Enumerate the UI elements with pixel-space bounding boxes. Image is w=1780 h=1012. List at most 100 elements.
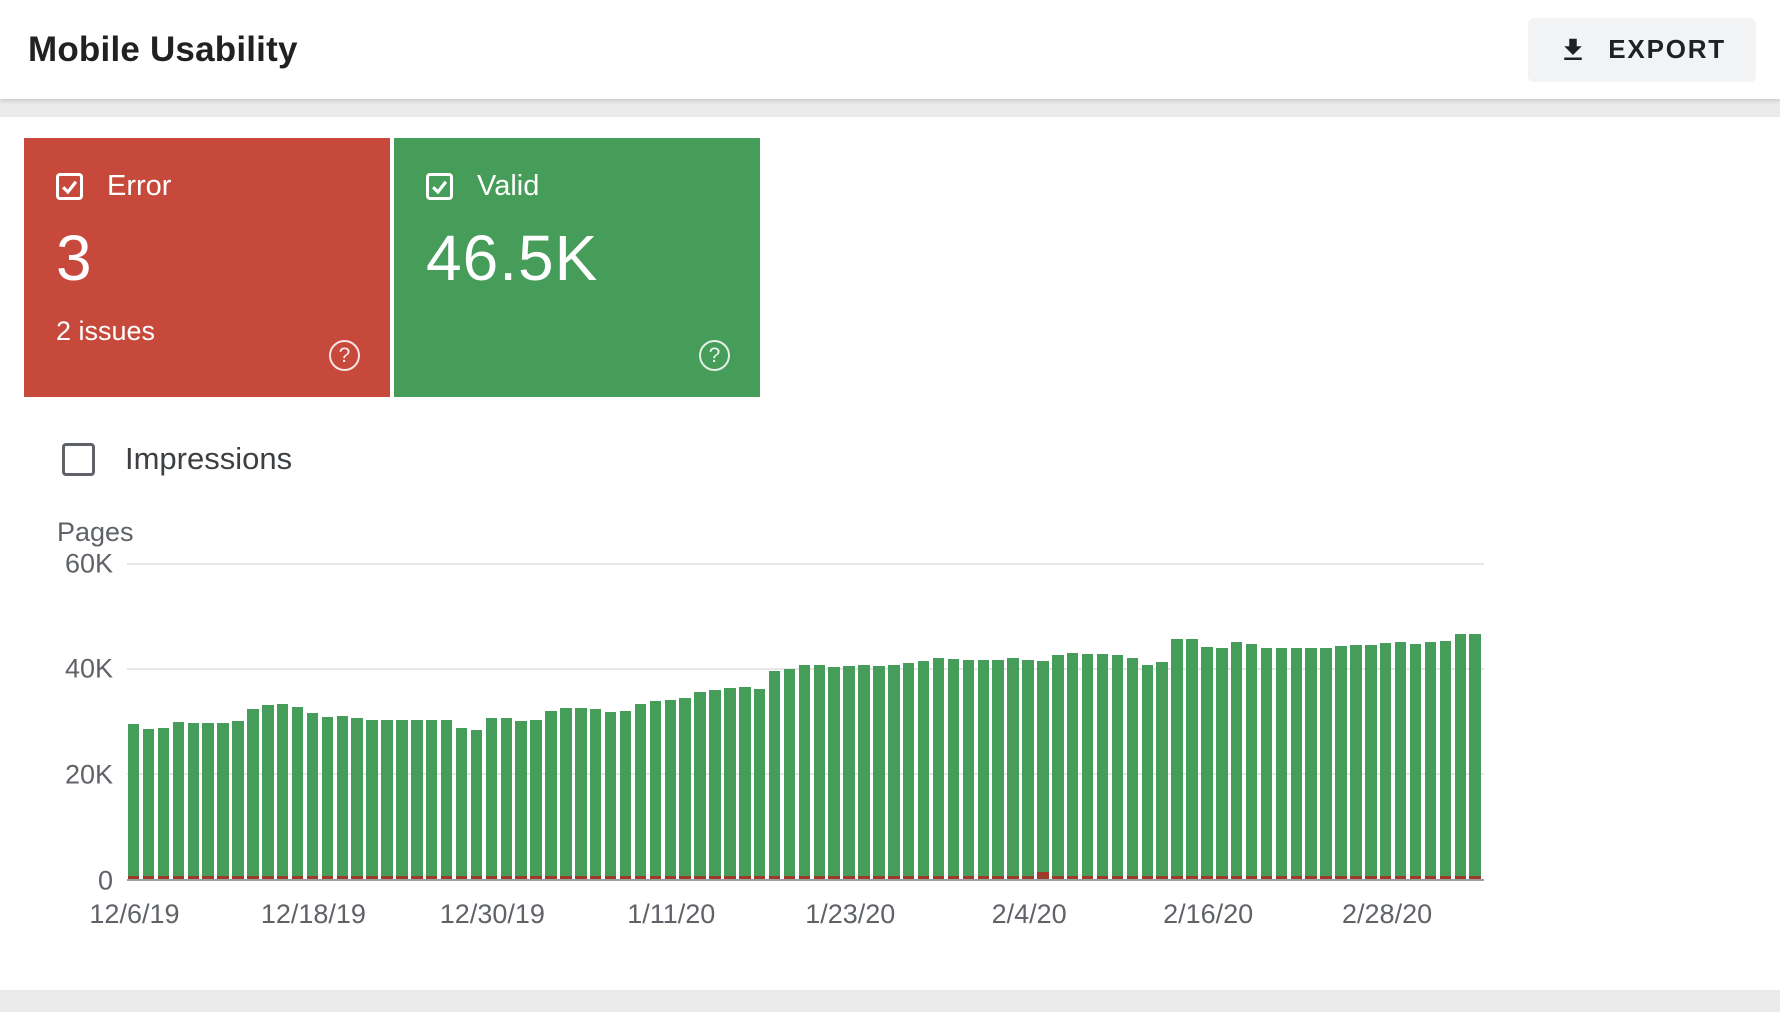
- bar[interactable]: [246, 564, 261, 879]
- bar[interactable]: [1096, 564, 1111, 879]
- bar[interactable]: [216, 564, 231, 879]
- bar[interactable]: [425, 564, 440, 879]
- help-icon[interactable]: ?: [699, 340, 730, 371]
- bar[interactable]: [1379, 564, 1394, 879]
- bar[interactable]: [649, 564, 664, 879]
- bar[interactable]: [1051, 564, 1066, 879]
- valid-card[interactable]: Valid 46.5K ?: [394, 138, 760, 397]
- bar[interactable]: [887, 564, 902, 879]
- bar[interactable]: [1156, 564, 1171, 879]
- help-icon[interactable]: ?: [329, 340, 360, 371]
- bar[interactable]: [1364, 564, 1379, 879]
- bar[interactable]: [917, 564, 932, 879]
- bar[interactable]: [1170, 564, 1185, 879]
- valid-checkbox[interactable]: [426, 173, 453, 200]
- bar[interactable]: [1215, 564, 1230, 879]
- error-card[interactable]: Error 3 2 issues ?: [24, 138, 390, 397]
- bar[interactable]: [604, 564, 619, 879]
- bar[interactable]: [1454, 564, 1469, 879]
- bar[interactable]: [291, 564, 306, 879]
- bar[interactable]: [1424, 564, 1439, 879]
- bar[interactable]: [872, 564, 887, 879]
- bar[interactable]: [753, 564, 768, 879]
- bar[interactable]: [813, 564, 828, 879]
- bar[interactable]: [843, 564, 858, 879]
- bar[interactable]: [1439, 564, 1454, 879]
- bar[interactable]: [455, 564, 470, 879]
- bar[interactable]: [1066, 564, 1081, 879]
- bar[interactable]: [708, 564, 723, 879]
- bar[interactable]: [857, 564, 872, 879]
- bar[interactable]: [1275, 564, 1290, 879]
- bar[interactable]: [1260, 564, 1275, 879]
- bar[interactable]: [932, 564, 947, 879]
- bar[interactable]: [1469, 564, 1484, 879]
- bar[interactable]: [992, 564, 1007, 879]
- bar[interactable]: [544, 564, 559, 879]
- bar[interactable]: [529, 564, 544, 879]
- bar[interactable]: [410, 564, 425, 879]
- bar[interactable]: [1036, 564, 1051, 879]
- bar[interactable]: [664, 564, 679, 879]
- bar[interactable]: [1245, 564, 1260, 879]
- bar[interactable]: [440, 564, 455, 879]
- export-button[interactable]: EXPORT: [1528, 17, 1756, 82]
- bar[interactable]: [395, 564, 410, 879]
- bar[interactable]: [828, 564, 843, 879]
- bar[interactable]: [574, 564, 589, 879]
- bar[interactable]: [962, 564, 977, 879]
- bar[interactable]: [485, 564, 500, 879]
- bar[interactable]: [1290, 564, 1305, 879]
- bar[interactable]: [187, 564, 202, 879]
- bar[interactable]: [1126, 564, 1141, 879]
- bar[interactable]: [276, 564, 291, 879]
- bar[interactable]: [172, 564, 187, 879]
- bar[interactable]: [738, 564, 753, 879]
- bar[interactable]: [157, 564, 172, 879]
- bar[interactable]: [380, 564, 395, 879]
- bar[interactable]: [515, 564, 530, 879]
- bar[interactable]: [261, 564, 276, 879]
- bar[interactable]: [1394, 564, 1409, 879]
- error-checkbox[interactable]: [56, 173, 83, 200]
- bar[interactable]: [500, 564, 515, 879]
- bar[interactable]: [783, 564, 798, 879]
- impressions-toggle[interactable]: Impressions: [62, 441, 292, 477]
- bar[interactable]: [619, 564, 634, 879]
- bar[interactable]: [1334, 564, 1349, 879]
- bar[interactable]: [1349, 564, 1364, 879]
- bar[interactable]: [231, 564, 246, 879]
- bar[interactable]: [142, 564, 157, 879]
- bar[interactable]: [679, 564, 694, 879]
- bar[interactable]: [1320, 564, 1335, 879]
- bar[interactable]: [768, 564, 783, 879]
- bar[interactable]: [127, 564, 142, 879]
- bar[interactable]: [306, 564, 321, 879]
- bar[interactable]: [1081, 564, 1096, 879]
- bar[interactable]: [351, 564, 366, 879]
- impressions-checkbox[interactable]: [62, 442, 95, 476]
- bar[interactable]: [947, 564, 962, 879]
- bar[interactable]: [723, 564, 738, 879]
- bar[interactable]: [1111, 564, 1126, 879]
- bar[interactable]: [1200, 564, 1215, 879]
- bar[interactable]: [977, 564, 992, 879]
- bar[interactable]: [634, 564, 649, 879]
- bar[interactable]: [798, 564, 813, 879]
- bar[interactable]: [1185, 564, 1200, 879]
- bar[interactable]: [1230, 564, 1245, 879]
- bar[interactable]: [202, 564, 217, 879]
- bar[interactable]: [1006, 564, 1021, 879]
- bar[interactable]: [589, 564, 604, 879]
- bar[interactable]: [336, 564, 351, 879]
- bar[interactable]: [559, 564, 574, 879]
- bar[interactable]: [902, 564, 917, 879]
- bar[interactable]: [1305, 564, 1320, 879]
- bar[interactable]: [1021, 564, 1036, 879]
- bar[interactable]: [1409, 564, 1424, 879]
- bar[interactable]: [693, 564, 708, 879]
- bar[interactable]: [366, 564, 381, 879]
- bar[interactable]: [321, 564, 336, 879]
- bar[interactable]: [470, 564, 485, 879]
- bar[interactable]: [1141, 564, 1156, 879]
